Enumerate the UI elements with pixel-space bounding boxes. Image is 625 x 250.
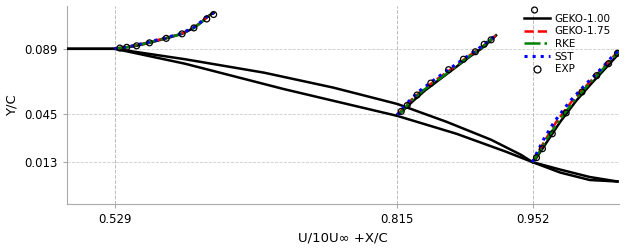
Point [561, 111, 571, 115]
Point [459, 57, 469, 61]
Point [548, 132, 558, 136]
Point [115, 46, 125, 50]
Point [132, 44, 142, 48]
Point [426, 81, 436, 85]
Point [538, 147, 548, 151]
Point [577, 90, 587, 94]
Point [402, 104, 412, 108]
Point [604, 62, 614, 66]
Point [189, 26, 199, 30]
Point [486, 38, 496, 42]
Point [412, 93, 422, 97]
Legend: GEKO-1.00, GEKO-1.75, RKE, SST, EXP: GEKO-1.00, GEKO-1.75, RKE, SST, EXP [521, 11, 614, 78]
Point [470, 50, 480, 54]
Point [444, 68, 454, 72]
Point [531, 156, 541, 160]
Point [209, 12, 219, 16]
Point [623, 38, 625, 42]
Point [592, 74, 602, 78]
Point [144, 41, 154, 45]
Point [161, 36, 171, 40]
Point [529, 8, 539, 12]
Point [479, 42, 489, 46]
Point [202, 17, 212, 21]
Y-axis label: Y/C: Y/C [6, 94, 19, 116]
Point [618, 44, 625, 48]
Point [122, 45, 132, 49]
Point [177, 32, 187, 36]
Point [396, 110, 406, 114]
Point [612, 51, 622, 55]
X-axis label: U/10U∞ +X/C: U/10U∞ +X/C [298, 232, 388, 244]
